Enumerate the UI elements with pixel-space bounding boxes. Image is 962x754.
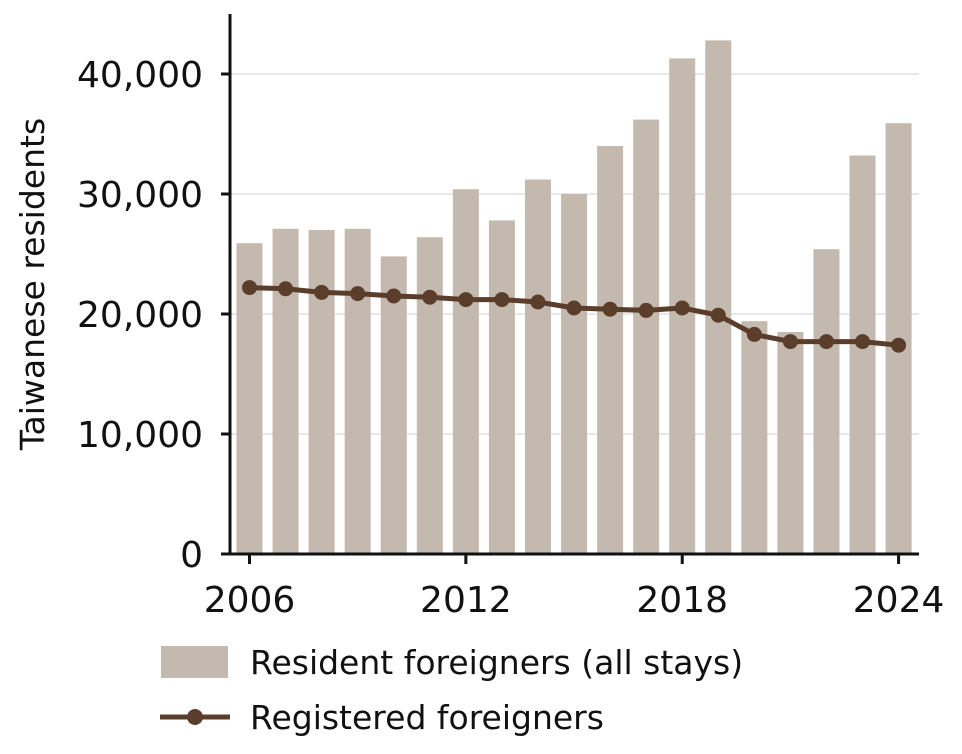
bar	[452, 189, 479, 554]
x-tick-label: 2006	[204, 580, 296, 621]
line-point	[891, 337, 907, 353]
legend-label-line: Registered foreigners	[250, 698, 604, 737]
line-point	[458, 292, 474, 308]
line-point	[782, 334, 798, 350]
line-point	[386, 288, 402, 304]
bar	[344, 228, 371, 555]
bar	[777, 332, 804, 554]
line-point	[602, 301, 618, 317]
line-point	[278, 281, 294, 297]
legend-swatch-marker	[187, 709, 203, 725]
legend: Resident foreigners (all stays) Register…	[160, 643, 743, 737]
line-point	[710, 307, 726, 323]
bar	[849, 155, 876, 554]
bar	[741, 321, 768, 554]
line-point	[855, 334, 871, 350]
bar	[272, 228, 299, 555]
x-tick-label: 2024	[853, 580, 945, 621]
y-ticks: 0 10,000 20,000 30,000 40,000	[77, 55, 230, 576]
bar	[488, 220, 515, 554]
axes	[228, 14, 919, 556]
bar	[308, 230, 335, 554]
bar	[561, 194, 588, 554]
bar-series	[236, 40, 912, 555]
line-point	[494, 292, 510, 308]
bar	[597, 146, 624, 554]
bar	[380, 256, 407, 554]
bar	[633, 119, 660, 554]
x-tick-label: 2018	[636, 580, 728, 621]
line-point	[818, 334, 834, 350]
line-point	[638, 302, 654, 318]
line-point	[746, 326, 762, 342]
line-point	[422, 289, 438, 305]
y-tick-label: 0	[180, 535, 203, 576]
line-point	[242, 280, 257, 296]
y-tick-label: 20,000	[77, 295, 203, 336]
y-tick-label: 10,000	[77, 415, 203, 456]
line-point	[674, 300, 690, 316]
bar	[813, 249, 840, 554]
x-ticks: 2006 2012 2018 2024	[204, 554, 945, 621]
y-axis-title: Taiwanese residents	[13, 118, 52, 451]
legend-swatch-bars	[161, 646, 228, 678]
y-tick-label: 40,000	[77, 55, 203, 96]
line-point	[530, 294, 546, 310]
x-tick-label: 2012	[420, 580, 512, 621]
line-series	[242, 280, 907, 353]
bar	[524, 179, 551, 554]
line-point	[350, 286, 366, 302]
y-tick-label: 30,000	[77, 175, 203, 216]
line-point	[566, 300, 582, 316]
line-point	[314, 284, 330, 300]
bar	[416, 237, 443, 554]
bar	[705, 40, 732, 554]
legend-label-bars: Resident foreigners (all stays)	[250, 643, 743, 682]
